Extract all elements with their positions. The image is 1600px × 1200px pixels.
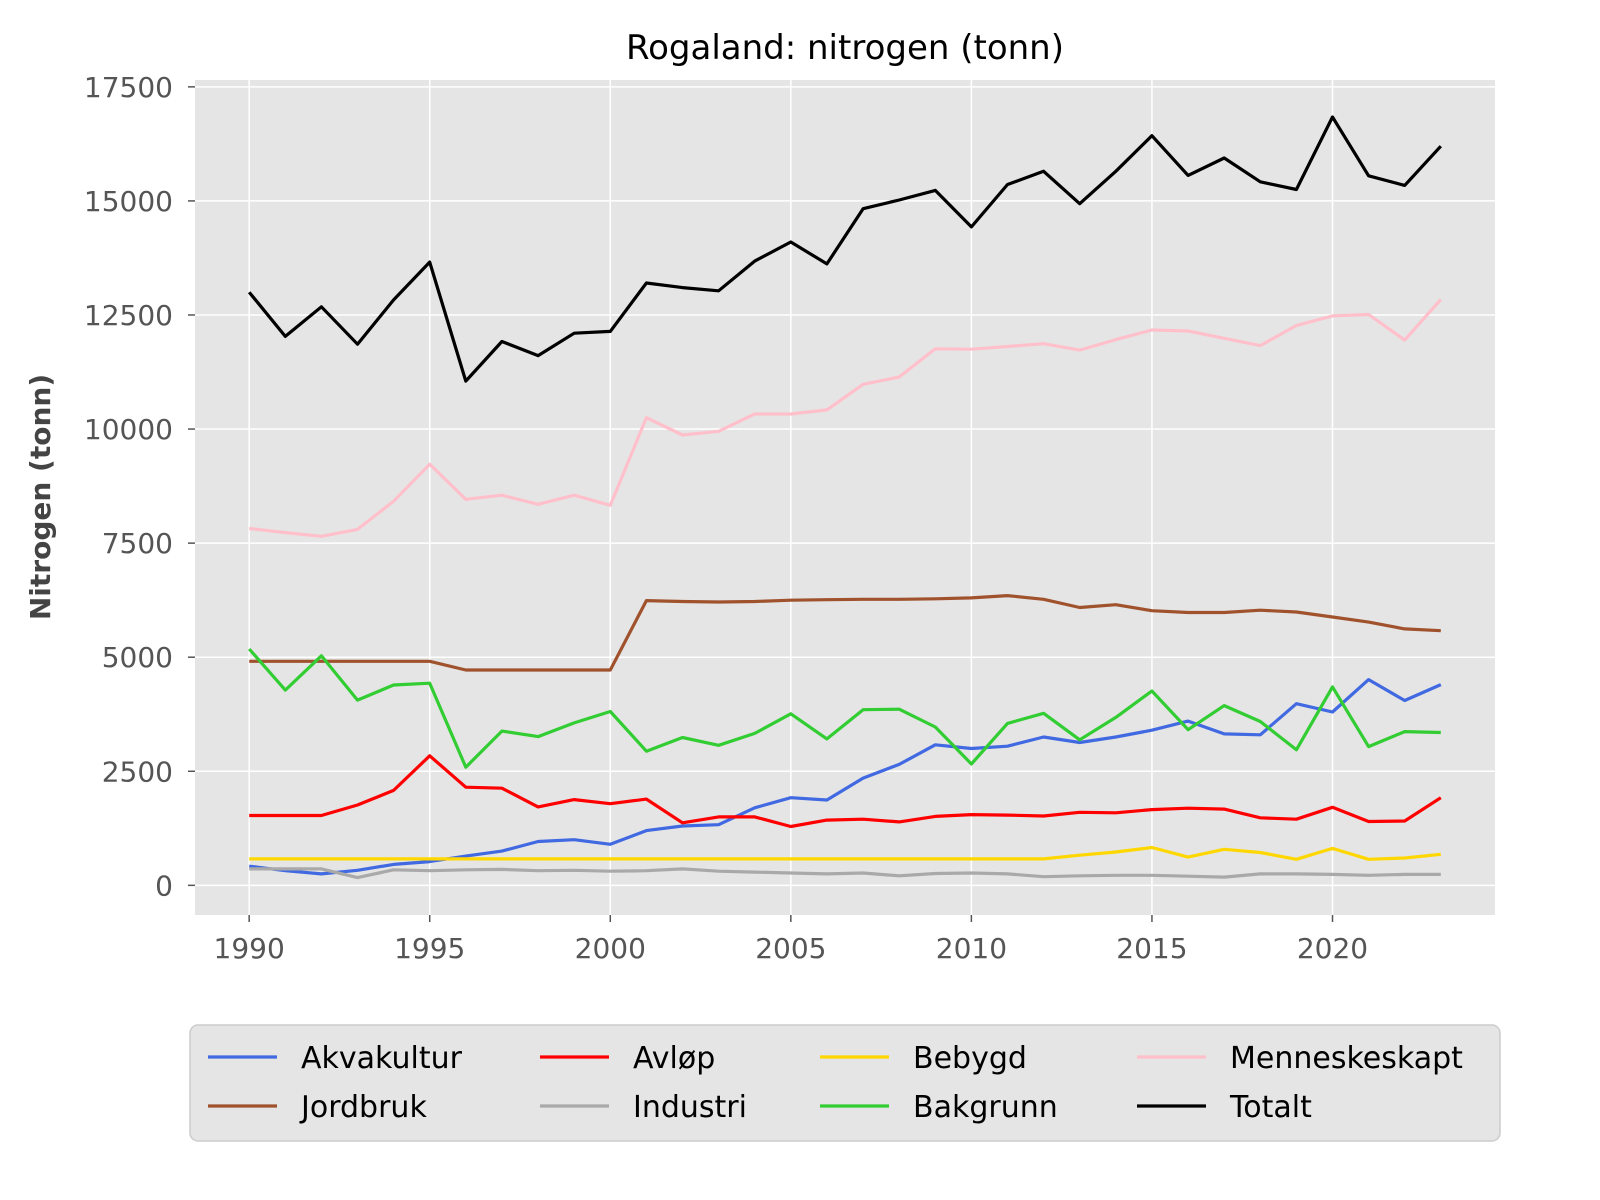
x-axis: 1990 1995 2000 2005 2010 2015 2020 bbox=[214, 915, 1368, 965]
series-line-jordbruk bbox=[249, 593, 1441, 672]
series-line-bebygd bbox=[249, 845, 1441, 861]
legend-label-bebygd: Bebygd bbox=[913, 1041, 1027, 1076]
y-tick-label: 2500 bbox=[102, 755, 173, 788]
legend-label-jordbruk: Jordbruk bbox=[299, 1090, 427, 1125]
y-tick-label: 10000 bbox=[84, 413, 173, 446]
legend: Akvakultur Avløp Bebygd Menneskeskapt Jordbr… bbox=[189, 1024, 1501, 1142]
x-tick-label: 2000 bbox=[575, 932, 646, 965]
series-line-avlop bbox=[249, 754, 1442, 829]
series-line-menneskeskapt bbox=[249, 298, 1442, 538]
y-tick-label: 7500 bbox=[102, 527, 173, 560]
x-tick-label: 2005 bbox=[755, 932, 826, 965]
x-tick-label: 1990 bbox=[214, 932, 285, 965]
x-tick-label: 2010 bbox=[936, 932, 1007, 965]
x-tick-label: 2015 bbox=[1116, 932, 1187, 965]
y-tick-label: 5000 bbox=[102, 641, 173, 674]
chart-title: Rogaland: nitrogen (tonn) bbox=[626, 28, 1064, 68]
plot-area bbox=[195, 80, 1495, 915]
series-line-totalt bbox=[247, 115, 1442, 383]
legend-label-menneskeskapt: Menneskeskapt bbox=[1230, 1041, 1463, 1076]
y-axis: 0 2500 5000 7500 10000 12500 15000 17500 bbox=[84, 71, 195, 902]
legend-label-bakgrunn: Bakgrunn bbox=[913, 1090, 1058, 1125]
y-tick-label: 15000 bbox=[84, 185, 173, 218]
series-line-bakgrunn bbox=[247, 647, 1441, 769]
y-tick-label: 17500 bbox=[84, 71, 173, 104]
x-tick-label: 1995 bbox=[394, 932, 465, 965]
x-tick-label: 2020 bbox=[1297, 932, 1368, 965]
legend-label-avlop: Avløp bbox=[633, 1041, 715, 1076]
legend-box bbox=[189, 1024, 1501, 1142]
legend-label-industri: Industri bbox=[633, 1090, 747, 1125]
legend-label-totalt: Totalt bbox=[1229, 1090, 1312, 1125]
series-line-industri bbox=[249, 867, 1441, 880]
y-tick-label: 0 bbox=[155, 869, 173, 902]
y-tick-label: 12500 bbox=[84, 299, 173, 332]
legend-label-akvakultur: Akvakultur bbox=[301, 1041, 463, 1076]
y-axis-label: Nitrogen (tonn) bbox=[24, 374, 57, 620]
series-lines bbox=[247, 115, 1442, 880]
